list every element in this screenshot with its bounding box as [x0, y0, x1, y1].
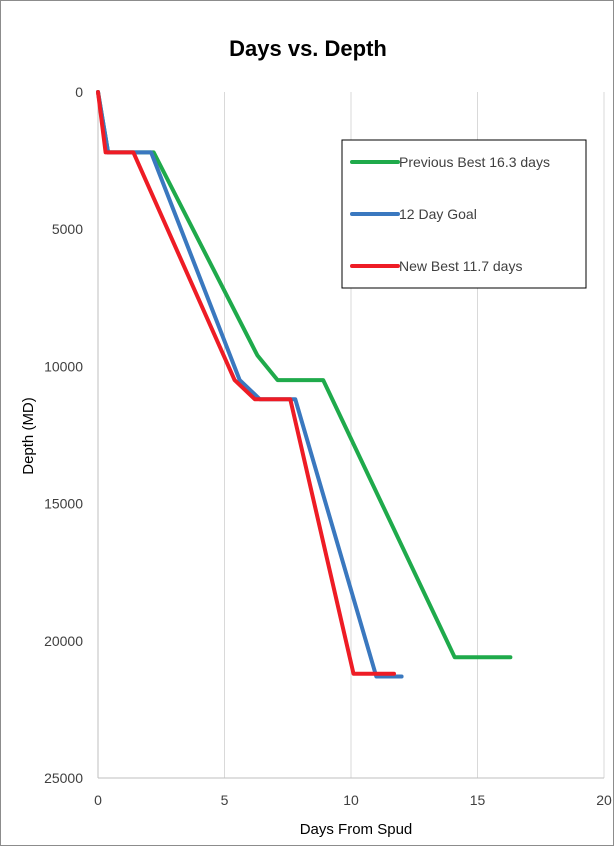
y-tick-label-10000: 10000 — [44, 358, 83, 374]
y-tick-label-0: 0 — [75, 84, 83, 100]
legend-label-3: New Best 11.7 days — [399, 258, 522, 274]
y-tick-label-15000: 15000 — [44, 496, 83, 512]
axes — [97, 92, 604, 779]
y-tick-labels: 0 5000 10000 15000 20000 25000 — [44, 84, 83, 786]
x-tick-label-15: 15 — [470, 792, 486, 808]
x-tick-labels: 0 5 10 15 20 — [94, 792, 612, 808]
series-lines — [96, 90, 513, 679]
y-tick-label-25000: 25000 — [44, 770, 83, 786]
x-axis-label: Days From Spud — [300, 821, 413, 838]
x-tick-label-5: 5 — [221, 792, 229, 808]
x-tick-label-20: 20 — [596, 792, 612, 808]
series-line-3 — [96, 90, 396, 676]
y-tick-label-5000: 5000 — [52, 221, 83, 237]
y-tick-label-20000: 20000 — [44, 633, 83, 649]
chart-title: Days vs. Depth — [229, 36, 387, 61]
y-axis-label: Depth (MD) — [20, 397, 37, 475]
x-tick-label-10: 10 — [343, 792, 359, 808]
x-tick-label-0: 0 — [94, 792, 102, 808]
legend-label-1: Previous Best 16.3 days — [399, 154, 550, 170]
legend: Previous Best 16.3 days 12 Day Goal New Be… — [341, 139, 587, 289]
legend-label-2: 12 Day Goal — [399, 206, 477, 222]
